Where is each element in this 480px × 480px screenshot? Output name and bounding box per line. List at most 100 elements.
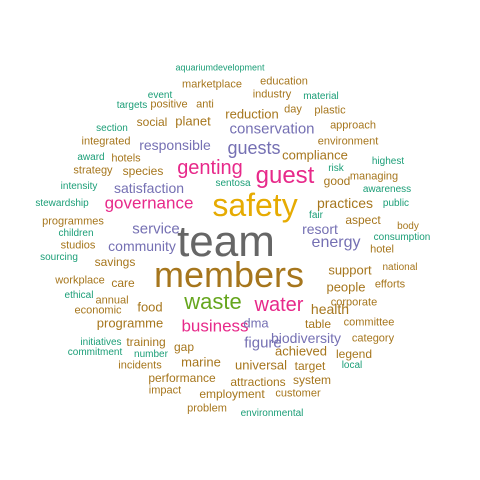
word-local: local — [341, 360, 363, 371]
word-target: target — [294, 359, 326, 373]
word-plastic: plastic — [314, 104, 346, 117]
word-event: event — [147, 90, 173, 101]
word-water: water — [254, 294, 304, 316]
word-community: community — [108, 238, 176, 254]
word-marine: marine — [181, 354, 221, 370]
word-aspect: aspect — [345, 213, 381, 227]
word-food: food — [137, 299, 163, 315]
word-category: category — [351, 332, 395, 345]
word-resort: resort — [302, 221, 338, 237]
word-initiatives: initiatives — [80, 337, 122, 348]
word-public: public — [382, 198, 410, 209]
word-anti: anti — [196, 98, 214, 111]
word-training: training — [126, 335, 166, 349]
word-industry: industry — [252, 88, 292, 101]
word-biodiversity: biodiversity — [270, 330, 342, 346]
word-team: team — [177, 217, 275, 266]
word-education: education — [260, 75, 308, 88]
word-commitment: commitment — [67, 347, 123, 358]
word-energy: energy — [311, 234, 361, 251]
word-marketplace: marketplace — [182, 78, 242, 91]
word-care: care — [111, 276, 135, 290]
word-compliance: compliance — [282, 147, 348, 163]
word-positive: positive — [150, 98, 188, 111]
word-practices: practices — [316, 195, 374, 211]
word-ethical: ethical — [64, 290, 94, 301]
word-body: body — [397, 221, 419, 232]
word-integrated: integrated — [81, 135, 131, 148]
word-stewardship: stewardship — [35, 198, 89, 209]
word-members: members — [153, 254, 305, 295]
word-fair: fair — [309, 210, 323, 221]
word-aquariumdevelopment: aquariumdevelopment — [175, 62, 265, 73]
word-managing: managing — [349, 170, 399, 183]
word-sentosa: sentosa — [215, 178, 251, 189]
word-business: business — [181, 316, 249, 336]
word-targets: targets — [116, 100, 148, 111]
word-risk: risk — [328, 163, 344, 174]
word-reduction: reduction — [225, 106, 279, 122]
word-award: award — [77, 152, 105, 163]
word-committee: committee — [343, 316, 395, 329]
word-service: service — [132, 220, 180, 238]
word-employment: employment — [199, 387, 265, 401]
word-figure: figure — [244, 334, 282, 352]
word-legend: legend — [335, 347, 373, 361]
word-dma: dma — [243, 315, 269, 331]
word-corporate: corporate — [330, 296, 378, 309]
word-safety: safety — [212, 187, 298, 223]
word-universal: universal — [234, 357, 288, 373]
word-health: health — [310, 301, 350, 317]
word-system: system — [292, 373, 332, 387]
word-economic: economic — [74, 304, 122, 317]
word-highest: highest — [371, 156, 405, 167]
word-gap: gap — [173, 340, 195, 354]
word-national: national — [382, 262, 418, 273]
word-environment: environment — [317, 135, 379, 148]
word-social: social — [136, 115, 168, 129]
word-intensity: intensity — [60, 181, 98, 192]
word-responsible: responsible — [139, 137, 211, 153]
word-species: species — [122, 164, 164, 178]
word-strategy: strategy — [73, 164, 113, 177]
word-environmental: environmental — [240, 408, 304, 419]
word-satisfaction: satisfaction — [113, 180, 185, 196]
word-awareness: awareness — [362, 184, 412, 195]
word-programme: programme — [96, 315, 164, 331]
word-hotel: hotel — [370, 243, 394, 256]
word-planet: planet — [175, 113, 211, 129]
word-guests: guests — [227, 138, 281, 158]
word-day: day — [284, 103, 302, 116]
word-consumption: consumption — [373, 232, 431, 243]
word-studios: studios — [60, 239, 96, 252]
word-section: section — [96, 123, 128, 134]
word-approach: approach — [330, 119, 376, 132]
word-sourcing: sourcing — [40, 252, 78, 263]
word-performance: performance — [148, 371, 216, 385]
word-conservation: conservation — [229, 120, 315, 138]
word-support: support — [328, 262, 372, 278]
word-hotels: hotels — [111, 152, 141, 165]
word-efforts: efforts — [374, 278, 406, 291]
word-guest: guest — [255, 162, 315, 189]
word-governance: governance — [104, 193, 194, 213]
word-people: people — [326, 279, 366, 295]
word-genting: genting — [177, 157, 243, 179]
word-children: children — [58, 228, 94, 239]
word-table: table — [304, 317, 332, 331]
word-number: number — [134, 349, 168, 360]
word-good: good — [323, 174, 351, 188]
word-incidents: incidents — [118, 359, 162, 372]
word-achieved: achieved — [274, 343, 328, 359]
word-problem: problem — [187, 402, 227, 415]
word-workplace: workplace — [55, 274, 105, 287]
word-waste: waste — [184, 289, 242, 314]
word-attractions: attractions — [230, 375, 286, 389]
word-annual: annual — [95, 294, 129, 307]
word-customer: customer — [275, 387, 321, 400]
word-material: material — [303, 91, 339, 102]
word-impact: impact — [148, 384, 182, 397]
word-programmes: programmes — [42, 215, 104, 228]
word-savings: savings — [94, 255, 136, 269]
